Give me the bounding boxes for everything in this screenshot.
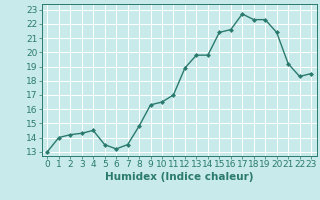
X-axis label: Humidex (Indice chaleur): Humidex (Indice chaleur) <box>105 172 253 182</box>
